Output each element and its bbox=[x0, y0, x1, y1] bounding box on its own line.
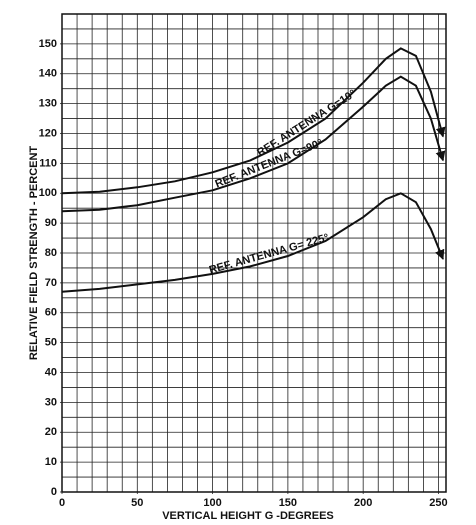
x-tick-label: 0 bbox=[59, 497, 65, 509]
y-tick-label: 20 bbox=[45, 426, 57, 438]
x-tick-label: 250 bbox=[429, 497, 447, 509]
y-tick-label: 150 bbox=[39, 38, 57, 50]
y-tick-label: 110 bbox=[39, 157, 57, 169]
curve bbox=[61, 75, 446, 213]
y-tick-label: 70 bbox=[45, 277, 57, 289]
y-tick-label: 50 bbox=[45, 337, 57, 349]
x-axis-label: VERTICAL HEIGHT G -DEGREES bbox=[162, 510, 334, 522]
x-tick-label: 50 bbox=[131, 497, 143, 509]
curve bbox=[61, 192, 445, 293]
x-tick-label: 100 bbox=[203, 497, 221, 509]
y-tick-label: 10 bbox=[45, 456, 57, 468]
y-tick-label: 80 bbox=[45, 247, 57, 259]
y-tick-label: 40 bbox=[45, 366, 57, 378]
x-tick-label: 150 bbox=[279, 497, 297, 509]
y-tick-label: 130 bbox=[39, 98, 57, 110]
y-axis-label: RELATIVE FIELD STRENGTH - PERCENT bbox=[28, 146, 40, 361]
y-tick-label: 120 bbox=[39, 127, 57, 139]
curve bbox=[61, 47, 446, 195]
y-tick-label: 90 bbox=[45, 217, 57, 229]
y-tick-label: 140 bbox=[39, 68, 57, 80]
y-tick-label: 0 bbox=[51, 486, 57, 498]
y-tick-label: 60 bbox=[45, 307, 57, 319]
curve-label: REF. ANTENNA G= 225° bbox=[208, 232, 330, 277]
y-tick-label: 100 bbox=[39, 187, 57, 199]
x-tick-label: 200 bbox=[354, 497, 372, 509]
y-tick-label: 30 bbox=[45, 396, 57, 408]
